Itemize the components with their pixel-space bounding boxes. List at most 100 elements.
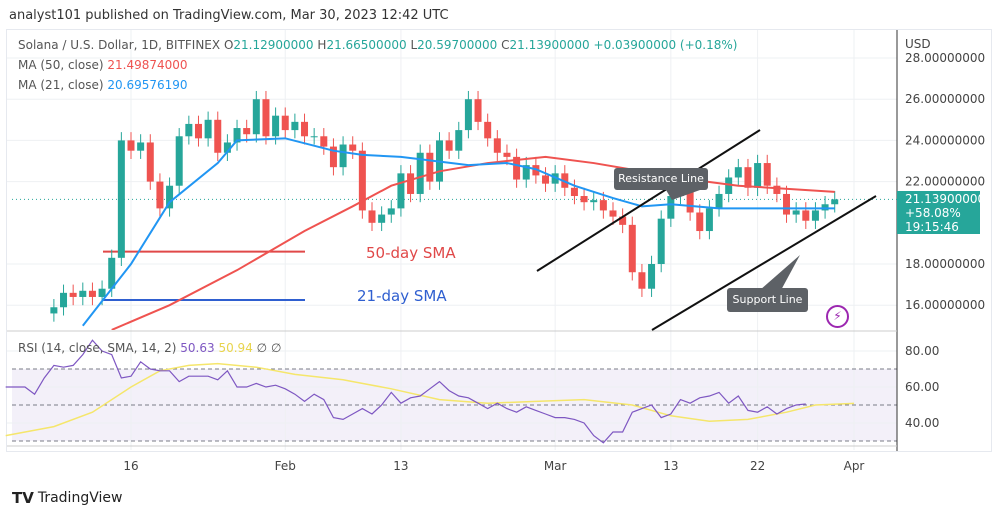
candle-body bbox=[802, 210, 810, 221]
ma21-line bbox=[82, 137, 835, 327]
candle-body bbox=[570, 187, 578, 197]
candle-body bbox=[156, 181, 164, 209]
candle-body bbox=[358, 150, 366, 211]
change-value: +0.03900000 (+0.18%) bbox=[593, 38, 738, 52]
price-tick-label: 22.00000000 bbox=[905, 175, 985, 189]
candle-body bbox=[705, 208, 713, 232]
support-trend-line bbox=[651, 195, 877, 331]
candle-body bbox=[493, 138, 501, 153]
candle-body bbox=[137, 142, 145, 151]
candle-body bbox=[686, 189, 694, 213]
candle-body bbox=[166, 185, 174, 209]
close-value: 21.13900000 bbox=[509, 38, 590, 52]
price-tick-label: 16.00000000 bbox=[905, 298, 985, 312]
rsi-tick-label: 80.00 bbox=[905, 344, 939, 358]
candle-body bbox=[426, 152, 434, 182]
candle-body bbox=[233, 128, 241, 143]
rsi-tick-label: 60.00 bbox=[905, 380, 939, 394]
candle-body bbox=[329, 146, 337, 168]
candle-body bbox=[811, 210, 819, 221]
low-value: 20.59700000 bbox=[417, 38, 498, 52]
candle-body bbox=[98, 288, 106, 297]
candle-body bbox=[339, 144, 347, 168]
candle-body bbox=[368, 210, 376, 223]
candle-body bbox=[117, 140, 125, 258]
candle-body bbox=[503, 152, 511, 157]
candle-body bbox=[69, 292, 77, 297]
support-line-label[interactable]: Support Line bbox=[727, 288, 808, 312]
candle-body bbox=[580, 196, 588, 203]
candle-body bbox=[194, 123, 202, 139]
candle-body bbox=[146, 142, 154, 182]
candle-body bbox=[50, 307, 58, 314]
candle-body bbox=[792, 210, 800, 215]
candle-body bbox=[108, 257, 116, 289]
candle-body bbox=[455, 130, 463, 151]
time-tick-label: 22 bbox=[750, 459, 765, 473]
candle-body bbox=[715, 193, 723, 209]
candle-body bbox=[513, 156, 521, 180]
ma21-legend[interactable]: MA (21, close) 20.69576190 bbox=[18, 78, 188, 92]
price-tick-label: 28.00000000 bbox=[905, 51, 985, 65]
time-tick-label: Apr bbox=[844, 459, 865, 473]
price-tick-label: 26.00000000 bbox=[905, 92, 985, 106]
rsi-line bbox=[5, 339, 806, 444]
chart-frame[interactable] bbox=[6, 29, 992, 452]
candle-body bbox=[204, 119, 212, 139]
candle-body bbox=[696, 212, 704, 232]
candle-body bbox=[79, 290, 87, 297]
candle-body bbox=[349, 144, 357, 151]
candle-body bbox=[599, 200, 607, 211]
candle-body bbox=[821, 204, 829, 211]
time-tick-label: Mar bbox=[544, 459, 567, 473]
rsi-sma-line bbox=[5, 362, 855, 437]
candle-body bbox=[754, 163, 762, 188]
high-value: 21.66500000 bbox=[326, 38, 407, 52]
sma21-annotation[interactable]: 21-day SMA bbox=[357, 287, 447, 305]
price-pane bbox=[50, 90, 839, 330]
candle-body bbox=[725, 177, 733, 194]
publish-info: analyst101 published on TradingView.com,… bbox=[9, 8, 449, 23]
resistance-trend-line bbox=[536, 129, 761, 272]
support-callout-pointer bbox=[760, 255, 800, 292]
candle-body bbox=[445, 140, 453, 151]
candle-body bbox=[175, 136, 183, 186]
symbol-name: Solana / U.S. Dollar, 1D, BITFINEX bbox=[18, 38, 221, 52]
candle-body bbox=[301, 121, 309, 137]
currency-label: USD bbox=[905, 37, 931, 51]
candle-body bbox=[272, 115, 280, 137]
candle-body bbox=[657, 218, 665, 264]
candle-body bbox=[628, 224, 636, 273]
candle-body bbox=[763, 163, 771, 186]
candle-body bbox=[667, 196, 675, 219]
candle-body bbox=[223, 142, 231, 153]
price-tick-label: 24.00000000 bbox=[905, 133, 985, 147]
candle-body bbox=[831, 199, 839, 205]
sma50-annotation[interactable]: 50-day SMA bbox=[366, 244, 456, 262]
candle-body bbox=[88, 290, 96, 297]
candle-body bbox=[464, 99, 472, 131]
candle-body bbox=[243, 128, 251, 135]
rsi-legend[interactable]: RSI (14, close, SMA, 14, 2) 50.63 50.94 … bbox=[18, 341, 282, 355]
candle-body bbox=[262, 99, 270, 137]
ma50-legend[interactable]: MA (50, close) 21.49874000 bbox=[18, 58, 188, 72]
tv-logo-icon: TV bbox=[12, 489, 34, 507]
candle-body bbox=[60, 292, 68, 308]
candle-body bbox=[320, 136, 328, 147]
rsi-tick-label: 40.00 bbox=[905, 416, 939, 430]
resistance-line-label[interactable]: Resistance Line bbox=[614, 168, 708, 190]
candle-body bbox=[291, 121, 299, 131]
candle-body bbox=[185, 123, 193, 137]
candle-body bbox=[609, 210, 617, 217]
open-value: 21.12900000 bbox=[233, 38, 314, 52]
tradingview-logo[interactable]: TV TradingView bbox=[12, 489, 123, 507]
candle-body bbox=[310, 136, 318, 138]
lightning-icon[interactable]: ⚡ bbox=[826, 305, 849, 328]
candle-body bbox=[783, 193, 791, 215]
candle-body bbox=[542, 175, 550, 184]
time-tick-label: 16 bbox=[123, 459, 138, 473]
time-tick-label: 13 bbox=[663, 459, 678, 473]
time-tick-label: 13 bbox=[393, 459, 408, 473]
candle-body bbox=[648, 264, 656, 289]
candle-body bbox=[281, 115, 289, 131]
